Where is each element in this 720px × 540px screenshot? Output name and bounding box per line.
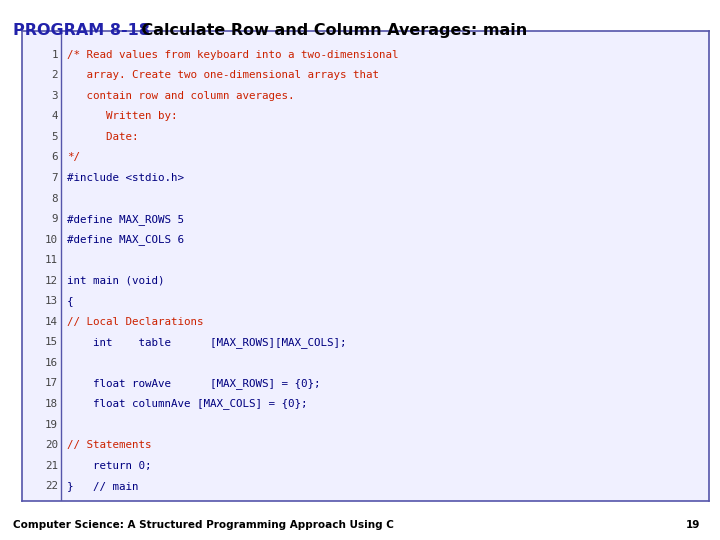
Text: // Local Declarations: // Local Declarations (67, 317, 204, 327)
Text: 22: 22 (45, 481, 58, 491)
Text: 3: 3 (52, 91, 58, 101)
Text: Written by:: Written by: (67, 111, 178, 122)
Text: 21: 21 (45, 461, 58, 470)
Text: contain row and column averages.: contain row and column averages. (67, 91, 294, 101)
Text: Calculate Row and Column Averages: main: Calculate Row and Column Averages: main (119, 23, 527, 38)
Text: 2: 2 (52, 70, 58, 80)
Text: #include <stdio.h>: #include <stdio.h> (67, 173, 184, 183)
Text: 9: 9 (52, 214, 58, 224)
Text: 6: 6 (52, 152, 58, 163)
Text: PROGRAM 8-18: PROGRAM 8-18 (13, 23, 150, 38)
Text: // Statements: // Statements (67, 440, 151, 450)
Text: 1: 1 (52, 50, 58, 60)
Text: 10: 10 (45, 235, 58, 245)
Text: 17: 17 (45, 379, 58, 388)
Text: /* Read values from keyboard into a two-dimensional: /* Read values from keyboard into a two-… (67, 50, 398, 60)
Text: float rowAve      [MAX_ROWS] = {0};: float rowAve [MAX_ROWS] = {0}; (67, 378, 320, 389)
Text: }   // main: } // main (67, 481, 138, 491)
Text: 16: 16 (45, 358, 58, 368)
Text: */: */ (67, 152, 80, 163)
Text: 13: 13 (45, 296, 58, 306)
Text: 14: 14 (45, 317, 58, 327)
Text: Date:: Date: (67, 132, 138, 142)
Text: int    table      [MAX_ROWS][MAX_COLS];: int table [MAX_ROWS][MAX_COLS]; (67, 337, 346, 348)
Text: 12: 12 (45, 276, 58, 286)
Text: 18: 18 (45, 399, 58, 409)
Text: 8: 8 (52, 193, 58, 204)
Text: array. Create two one-dimensional arrays that: array. Create two one-dimensional arrays… (67, 70, 379, 80)
Text: int main (void): int main (void) (67, 276, 164, 286)
Text: 4: 4 (52, 111, 58, 122)
Text: #define MAX_COLS 6: #define MAX_COLS 6 (67, 234, 184, 245)
Text: 11: 11 (45, 255, 58, 265)
Text: 20: 20 (45, 440, 58, 450)
Text: return 0;: return 0; (67, 461, 151, 470)
Text: 15: 15 (45, 338, 58, 347)
Text: 7: 7 (52, 173, 58, 183)
Text: 19: 19 (45, 420, 58, 429)
Text: Computer Science: A Structured Programming Approach Using C: Computer Science: A Structured Programmi… (13, 520, 394, 530)
Text: {: { (67, 296, 73, 306)
Text: 5: 5 (52, 132, 58, 142)
Text: float columnAve [MAX_COLS] = {0};: float columnAve [MAX_COLS] = {0}; (67, 399, 307, 409)
Text: #define MAX_ROWS 5: #define MAX_ROWS 5 (67, 214, 184, 225)
Text: 19: 19 (685, 520, 700, 530)
